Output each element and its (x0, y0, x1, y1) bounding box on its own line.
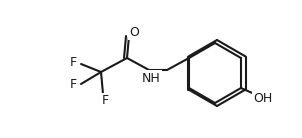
Text: F: F (69, 55, 77, 68)
Text: F: F (101, 95, 109, 108)
Text: O: O (129, 26, 139, 39)
Text: NH: NH (142, 71, 160, 84)
Text: OH: OH (253, 91, 273, 104)
Text: F: F (69, 78, 77, 91)
